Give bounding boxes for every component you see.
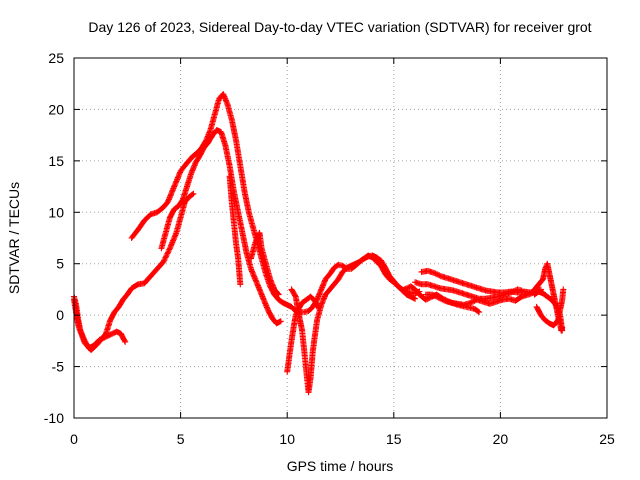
data-point-markers: [226, 173, 244, 288]
y-tick-label: -5: [52, 359, 65, 375]
y-axis-label: SDTVAR / TECUs: [6, 182, 22, 294]
series-track-5: [226, 173, 244, 288]
series-track-6: [248, 229, 282, 298]
chart-title: Day 126 of 2023, Sidereal Day-to-day VTE…: [88, 19, 591, 35]
series-track-8: [284, 293, 323, 375]
x-axis-label: GPS time / hours: [287, 458, 394, 474]
plot-area-frame: [73, 57, 608, 419]
x-tick-label: 5: [177, 431, 185, 447]
y-tick-label: 5: [56, 256, 64, 272]
y-tick-label: 25: [48, 50, 64, 66]
y-tick-label: 10: [48, 204, 64, 220]
data-point-markers: [422, 286, 544, 308]
series-track-12: [422, 286, 544, 308]
data-point-markers: [248, 229, 282, 298]
y-tick-label: 15: [48, 153, 64, 169]
data-point-markers: [531, 288, 566, 334]
x-tick-label: 0: [70, 431, 78, 447]
y-tick-label: -10: [44, 410, 64, 426]
y-tick-label: 20: [48, 101, 64, 117]
x-tick-label: 25: [599, 431, 615, 447]
y-tick-label: 0: [56, 307, 64, 323]
x-tick-label: 10: [279, 431, 295, 447]
data-point-markers: [284, 293, 323, 375]
series-track-11: [412, 279, 525, 302]
series-track-15: [531, 288, 566, 334]
x-tick-label: 15: [386, 431, 402, 447]
x-tick-label: 20: [493, 431, 509, 447]
tick-layer: 0 5 10 15 20 25 -10 -5 0 5 10 15 20 25: [44, 50, 615, 447]
data-point-markers: [412, 279, 525, 302]
